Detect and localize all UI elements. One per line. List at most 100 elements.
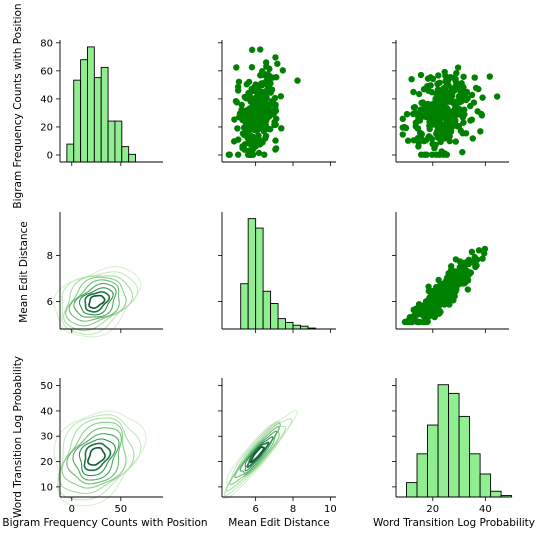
- histogram-bar: [469, 453, 481, 498]
- scatter-point: [410, 88, 417, 96]
- x-tick-label: 40: [479, 504, 492, 515]
- scatter-point: [255, 149, 263, 157]
- scatter-point: [428, 89, 436, 96]
- y-tick-label: 20: [40, 122, 53, 133]
- scatter-point: [440, 280, 448, 287]
- scatter-point: [274, 60, 281, 67]
- y-tick-label: 10: [40, 482, 53, 493]
- scatter-point: [452, 138, 459, 145]
- scatter-point: [265, 125, 273, 133]
- kde-contour: [78, 438, 116, 477]
- scatter-point: [446, 294, 453, 302]
- scatter-point: [468, 91, 476, 99]
- scatter-point: [423, 151, 430, 158]
- scatter-point: [248, 151, 255, 158]
- histogram-bar: [437, 384, 450, 498]
- histogram-bar: [416, 453, 428, 498]
- scatter-point: [261, 151, 268, 158]
- scatter-point: [446, 133, 453, 140]
- scatter-point: [249, 146, 256, 153]
- kde-contour: [72, 433, 120, 481]
- scatter-point: [459, 276, 467, 283]
- scatter-point: [232, 97, 240, 105]
- scatter-point: [263, 63, 270, 70]
- ticks-r0-c2: [392, 42, 486, 166]
- scatter-point: [454, 276, 461, 283]
- scatter-point: [460, 73, 467, 80]
- kde-contour: [58, 417, 135, 494]
- scatter-point: [415, 318, 423, 326]
- scatter-point: [272, 145, 280, 152]
- histogram-bar: [490, 490, 502, 498]
- scatter-point: [432, 95, 439, 103]
- scatter-point: [464, 286, 472, 293]
- labels-layer: Bigram Frequency Counts with Position Me…: [2, 3, 535, 529]
- scatter-point: [399, 131, 406, 138]
- histogram-bar: [87, 46, 95, 163]
- scatter-point: [459, 130, 466, 137]
- scatter-point: [447, 263, 455, 270]
- scatter-point: [233, 64, 240, 71]
- scatter-point: [417, 71, 425, 79]
- scatter-point: [446, 137, 453, 145]
- scatter-point: [430, 117, 437, 125]
- scatter-point: [467, 102, 474, 110]
- y-tick-label: 40: [40, 406, 53, 417]
- scatter-point: [234, 83, 242, 91]
- scatter-point: [424, 83, 432, 91]
- scatter-point: [262, 132, 270, 140]
- histogram-bar: [458, 415, 471, 498]
- scatter-point: [447, 125, 455, 132]
- scatter-point: [243, 95, 250, 102]
- scatter-point: [493, 93, 501, 100]
- kde-contour: [88, 294, 106, 310]
- scatter-point: [479, 255, 486, 262]
- y-tick-label: 6: [47, 297, 53, 308]
- scatter-panel-2: [395, 212, 509, 330]
- histogram-bar: [247, 218, 257, 330]
- kde-contour: [225, 421, 286, 492]
- scatter-point: [469, 135, 477, 142]
- scatter-point: [458, 80, 465, 87]
- kde-contour: [53, 410, 147, 507]
- histogram-bar: [277, 318, 286, 330]
- histogram-bar: [270, 303, 279, 330]
- scatter-point: [422, 107, 430, 115]
- scatter-point: [452, 78, 460, 85]
- scatter-point: [272, 137, 279, 144]
- kde-contour: [63, 275, 134, 332]
- kde-contour: [61, 271, 139, 336]
- scatter-point: [241, 146, 248, 153]
- scatter-point: [238, 101, 245, 109]
- scatter-point: [254, 85, 262, 92]
- scatter-point: [277, 93, 285, 100]
- scatter-point: [435, 72, 442, 79]
- scatter-point: [464, 277, 472, 284]
- scatter-point: [475, 247, 483, 254]
- scatter-point: [230, 138, 238, 145]
- scatter-point: [449, 108, 456, 115]
- scatter-point: [460, 119, 467, 126]
- scatter-point: [454, 123, 461, 130]
- scatter-point: [436, 79, 443, 86]
- kde-contour: [73, 282, 117, 318]
- scatter-point: [415, 139, 423, 146]
- kde-contour: [53, 266, 142, 338]
- kde-contour: [66, 427, 122, 485]
- scatter-point: [254, 91, 262, 98]
- scatter-point: [455, 93, 462, 100]
- x-axis-label-edit: Mean Edit Distance: [228, 517, 330, 529]
- histogram-bar: [128, 153, 136, 163]
- scatter-point: [423, 298, 430, 305]
- kde-contour: [83, 442, 112, 472]
- scatter-point: [265, 107, 272, 114]
- scatter-point: [247, 140, 254, 148]
- scatter-point: [415, 117, 422, 124]
- kde-contour: [87, 446, 106, 466]
- histogram-bar: [255, 227, 264, 330]
- x-axis-label-wtlp: Word Transition Log Probability: [373, 517, 535, 529]
- scatter-point: [249, 106, 256, 113]
- scatter-point: [486, 73, 493, 80]
- scatter-point: [432, 110, 439, 118]
